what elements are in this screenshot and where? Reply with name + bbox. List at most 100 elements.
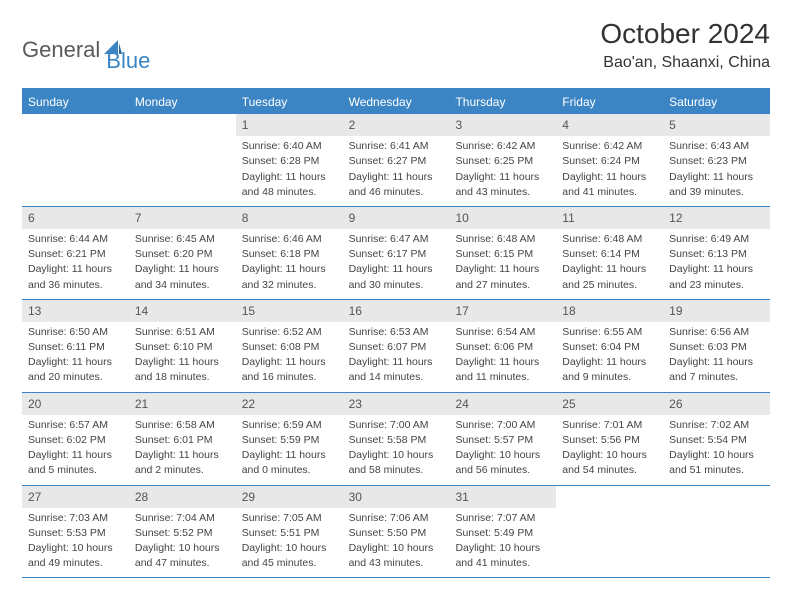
weekday-header: Friday [556, 90, 663, 114]
day-daylight2: and 5 minutes. [28, 463, 123, 477]
day-number: 23 [343, 393, 450, 415]
day-number: 6 [22, 207, 129, 229]
day-daylight1: Daylight: 11 hours [28, 448, 123, 462]
week-row: 27Sunrise: 7:03 AMSunset: 5:53 PMDayligh… [22, 486, 770, 579]
day-sunset: Sunset: 5:57 PM [455, 433, 550, 447]
header: General Blue October 2024 Bao'an, Shaanx… [22, 18, 770, 74]
day-sunset: Sunset: 5:50 PM [349, 526, 444, 540]
day-body: Sunrise: 6:49 AMSunset: 6:13 PMDaylight:… [663, 229, 770, 299]
day-body: Sunrise: 6:58 AMSunset: 6:01 PMDaylight:… [129, 415, 236, 485]
day-body: Sunrise: 6:44 AMSunset: 6:21 PMDaylight:… [22, 229, 129, 299]
day-daylight2: and 51 minutes. [669, 463, 764, 477]
month-title: October 2024 [600, 18, 770, 50]
day-daylight2: and 36 minutes. [28, 278, 123, 292]
day-body: Sunrise: 6:45 AMSunset: 6:20 PMDaylight:… [129, 229, 236, 299]
day-body: Sunrise: 6:47 AMSunset: 6:17 PMDaylight:… [343, 229, 450, 299]
day-number: 25 [556, 393, 663, 415]
day-body: Sunrise: 6:54 AMSunset: 6:06 PMDaylight:… [449, 322, 556, 392]
day-sunset: Sunset: 6:04 PM [562, 340, 657, 354]
day-sunrise: Sunrise: 6:48 AM [455, 232, 550, 246]
weekday-header: Sunday [22, 90, 129, 114]
day-daylight2: and 54 minutes. [562, 463, 657, 477]
weekday-header: Thursday [449, 90, 556, 114]
day-cell: 25Sunrise: 7:01 AMSunset: 5:56 PMDayligh… [556, 393, 663, 485]
day-cell: 26Sunrise: 7:02 AMSunset: 5:54 PMDayligh… [663, 393, 770, 485]
day-cell: 28Sunrise: 7:04 AMSunset: 5:52 PMDayligh… [129, 486, 236, 578]
day-daylight2: and 46 minutes. [349, 185, 444, 199]
day-body: Sunrise: 6:40 AMSunset: 6:28 PMDaylight:… [236, 136, 343, 206]
day-daylight1: Daylight: 10 hours [135, 541, 230, 555]
day-daylight1: Daylight: 11 hours [242, 170, 337, 184]
day-number: 21 [129, 393, 236, 415]
day-daylight1: Daylight: 11 hours [242, 262, 337, 276]
day-number: 20 [22, 393, 129, 415]
day-sunset: Sunset: 6:20 PM [135, 247, 230, 261]
day-daylight1: Daylight: 10 hours [349, 448, 444, 462]
day-daylight1: Daylight: 10 hours [242, 541, 337, 555]
day-cell: 4Sunrise: 6:42 AMSunset: 6:24 PMDaylight… [556, 114, 663, 206]
weekday-header: Monday [129, 90, 236, 114]
day-cell: 11Sunrise: 6:48 AMSunset: 6:14 PMDayligh… [556, 207, 663, 299]
day-cell: 29Sunrise: 7:05 AMSunset: 5:51 PMDayligh… [236, 486, 343, 578]
day-daylight2: and 49 minutes. [28, 556, 123, 570]
weekday-header: Tuesday [236, 90, 343, 114]
day-daylight1: Daylight: 11 hours [349, 262, 444, 276]
day-sunset: Sunset: 5:54 PM [669, 433, 764, 447]
day-cell: 24Sunrise: 7:00 AMSunset: 5:57 PMDayligh… [449, 393, 556, 485]
day-number: 31 [449, 486, 556, 508]
day-cell: 20Sunrise: 6:57 AMSunset: 6:02 PMDayligh… [22, 393, 129, 485]
day-daylight1: Daylight: 11 hours [562, 262, 657, 276]
day-sunset: Sunset: 5:49 PM [455, 526, 550, 540]
day-cell [22, 114, 129, 206]
day-sunrise: Sunrise: 6:52 AM [242, 325, 337, 339]
day-sunrise: Sunrise: 6:43 AM [669, 139, 764, 153]
day-number: 30 [343, 486, 450, 508]
day-cell: 5Sunrise: 6:43 AMSunset: 6:23 PMDaylight… [663, 114, 770, 206]
day-daylight1: Daylight: 11 hours [669, 262, 764, 276]
day-body: Sunrise: 6:59 AMSunset: 5:59 PMDaylight:… [236, 415, 343, 485]
day-daylight1: Daylight: 11 hours [28, 355, 123, 369]
day-sunrise: Sunrise: 6:58 AM [135, 418, 230, 432]
day-number: 5 [663, 114, 770, 136]
day-sunrise: Sunrise: 7:01 AM [562, 418, 657, 432]
week-row: 1Sunrise: 6:40 AMSunset: 6:28 PMDaylight… [22, 114, 770, 207]
day-cell [129, 114, 236, 206]
day-number: 4 [556, 114, 663, 136]
day-sunset: Sunset: 6:18 PM [242, 247, 337, 261]
day-number: 29 [236, 486, 343, 508]
day-body: Sunrise: 6:41 AMSunset: 6:27 PMDaylight:… [343, 136, 450, 206]
day-daylight1: Daylight: 11 hours [562, 355, 657, 369]
weekday-header: Saturday [663, 90, 770, 114]
day-sunset: Sunset: 6:01 PM [135, 433, 230, 447]
day-sunset: Sunset: 6:15 PM [455, 247, 550, 261]
day-sunset: Sunset: 6:24 PM [562, 154, 657, 168]
day-sunset: Sunset: 6:06 PM [455, 340, 550, 354]
logo-text-general: General [22, 37, 100, 63]
day-sunrise: Sunrise: 6:41 AM [349, 139, 444, 153]
day-cell: 15Sunrise: 6:52 AMSunset: 6:08 PMDayligh… [236, 300, 343, 392]
day-body: Sunrise: 7:02 AMSunset: 5:54 PMDaylight:… [663, 415, 770, 485]
day-sunrise: Sunrise: 7:02 AM [669, 418, 764, 432]
day-cell: 8Sunrise: 6:46 AMSunset: 6:18 PMDaylight… [236, 207, 343, 299]
day-daylight1: Daylight: 11 hours [242, 355, 337, 369]
day-daylight2: and 43 minutes. [455, 185, 550, 199]
day-daylight1: Daylight: 10 hours [562, 448, 657, 462]
day-body: Sunrise: 7:04 AMSunset: 5:52 PMDaylight:… [129, 508, 236, 578]
day-daylight2: and 56 minutes. [455, 463, 550, 477]
day-number: 10 [449, 207, 556, 229]
week-row: 6Sunrise: 6:44 AMSunset: 6:21 PMDaylight… [22, 207, 770, 300]
day-daylight2: and 20 minutes. [28, 370, 123, 384]
day-number: 15 [236, 300, 343, 322]
day-daylight1: Daylight: 11 hours [562, 170, 657, 184]
calendar: SundayMondayTuesdayWednesdayThursdayFrid… [22, 88, 770, 578]
day-body: Sunrise: 6:53 AMSunset: 6:07 PMDaylight:… [343, 322, 450, 392]
day-sunrise: Sunrise: 6:55 AM [562, 325, 657, 339]
day-body: Sunrise: 7:06 AMSunset: 5:50 PMDaylight:… [343, 508, 450, 578]
day-cell: 23Sunrise: 7:00 AMSunset: 5:58 PMDayligh… [343, 393, 450, 485]
day-cell: 3Sunrise: 6:42 AMSunset: 6:25 PMDaylight… [449, 114, 556, 206]
weekday-header-row: SundayMondayTuesdayWednesdayThursdayFrid… [22, 90, 770, 114]
day-sunrise: Sunrise: 7:04 AM [135, 511, 230, 525]
day-body: Sunrise: 6:48 AMSunset: 6:14 PMDaylight:… [556, 229, 663, 299]
day-daylight2: and 23 minutes. [669, 278, 764, 292]
day-number: 9 [343, 207, 450, 229]
